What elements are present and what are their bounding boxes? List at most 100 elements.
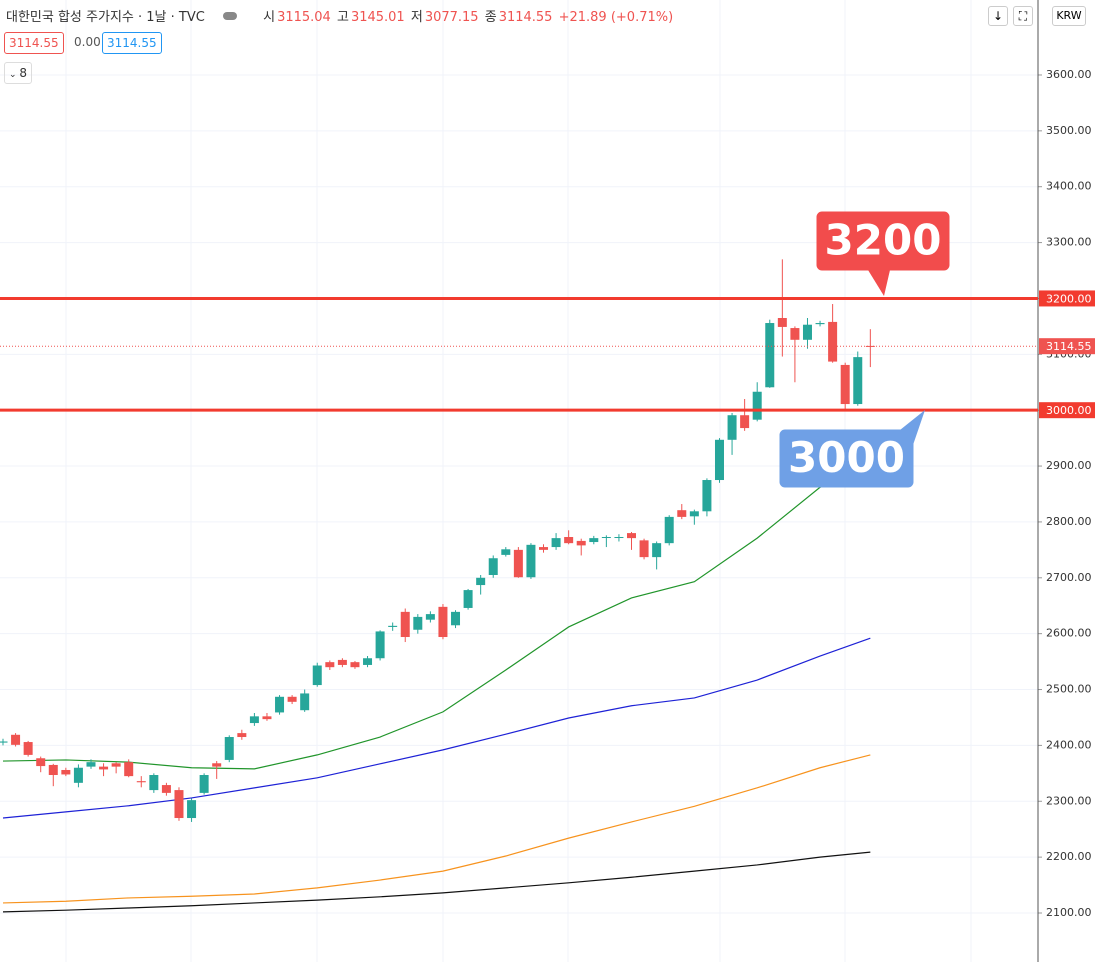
chip: 0.00 <box>74 35 101 49</box>
candle-body <box>652 543 662 558</box>
candle-body <box>11 734 21 745</box>
scroll-button[interactable]: ↓ <box>988 6 1008 26</box>
y-tick-label: 2100.00 <box>1046 906 1092 919</box>
candle-body <box>237 733 247 738</box>
candle-body <box>73 767 83 783</box>
candle-body <box>325 662 335 668</box>
price-box <box>1039 290 1095 307</box>
moving-average <box>2 637 871 819</box>
price-label: 3000.00 <box>1046 404 1092 417</box>
candle-body <box>802 324 812 340</box>
candle-body <box>61 769 71 775</box>
candle-body <box>199 775 209 793</box>
candle-body <box>212 763 222 767</box>
candle-body <box>664 516 674 544</box>
candle-body <box>111 763 121 767</box>
currency[interactable]: KRW <box>1052 6 1086 26</box>
y-tick-label: 2400.00 <box>1046 738 1092 751</box>
candle-body <box>765 323 775 388</box>
candle-body <box>639 540 649 558</box>
legend-header: 대한민국 합성 주가지수 · 1날 · TVC 시 3115.04 고 3145.0… <box>6 6 675 25</box>
moving-average <box>2 754 871 904</box>
toggle[interactable] <box>222 12 237 20</box>
candle-body <box>0 741 8 743</box>
candle-body <box>501 549 511 555</box>
callout-pointer <box>868 270 890 296</box>
ohlc-label: 고 <box>336 10 349 25</box>
candle-body <box>86 762 96 767</box>
candle-body <box>149 775 159 791</box>
candle-body <box>790 328 800 340</box>
callout-text: 3000 <box>788 433 905 482</box>
candle-body <box>601 537 611 539</box>
y-tick-label: 2900.00 <box>1046 459 1092 472</box>
candle-body <box>451 611 461 626</box>
candle-body <box>714 439 724 481</box>
indicators-toggle[interactable]: ⌄ 8 <box>4 62 33 84</box>
candle-body <box>136 781 146 783</box>
callout-box <box>779 429 914 488</box>
price-box <box>1039 402 1095 419</box>
y-tick-label: 2200.00 <box>1046 850 1092 863</box>
symbol-title: 대한민국 합성 주가지수 · 1날 · TVC <box>6 10 205 25</box>
candle-body <box>564 537 574 544</box>
candle-body <box>249 716 259 724</box>
candle-body <box>752 391 762 420</box>
candle-body <box>815 323 825 325</box>
candle-body <box>702 480 712 512</box>
candle-body <box>614 537 624 539</box>
candle-body <box>375 631 385 659</box>
last-price-box <box>1039 338 1095 355</box>
candle-body <box>363 658 373 665</box>
candle-body <box>262 716 272 720</box>
y-tick-label: 3600.00 <box>1046 68 1092 81</box>
chip: 3114.55 <box>4 32 64 54</box>
candle-body <box>727 415 737 440</box>
candle-body <box>350 662 360 668</box>
indicator-count: 8 <box>19 66 28 80</box>
y-tick-label: 2300.00 <box>1046 794 1092 807</box>
candle-body <box>48 764 58 776</box>
chip: 3114.55 <box>102 32 162 54</box>
candle-body <box>513 549 523 578</box>
candle-body <box>576 540 586 546</box>
callout-pointer <box>900 410 925 445</box>
candle-body <box>488 558 498 575</box>
moving-average <box>2 851 871 913</box>
candle-body <box>828 321 838 362</box>
candle-body <box>853 357 863 405</box>
candle-body <box>99 766 109 770</box>
y-tick-label: 2500.00 <box>1046 683 1092 696</box>
candle-body <box>589 538 599 543</box>
candle-body <box>689 511 699 517</box>
y-tick-label: 3500.00 <box>1046 124 1092 137</box>
candle-body <box>224 737 234 760</box>
candle-body <box>400 611 410 638</box>
price-label: 3200.00 <box>1046 292 1092 305</box>
candle-body <box>161 785 171 793</box>
candle-body <box>438 606 448 638</box>
candle-body <box>777 318 787 327</box>
candle-body <box>627 533 636 539</box>
candle-body <box>36 758 46 767</box>
y-tick-label: 2600.00 <box>1046 627 1092 640</box>
candle-body <box>300 693 310 711</box>
candle-body <box>463 590 473 608</box>
candle-body <box>23 742 33 755</box>
ohlc-label: 저 <box>410 10 423 25</box>
y-tick-label: 2800.00 <box>1046 515 1092 528</box>
candle-body <box>526 544 536 578</box>
y-tick-label: 3400.00 <box>1046 180 1092 193</box>
ohlc-label: 종 <box>484 10 497 25</box>
candle-body <box>425 614 435 620</box>
candle-body <box>413 616 423 630</box>
callout-text: 3200 <box>825 216 942 265</box>
candle-body <box>551 538 561 548</box>
ohlc-value: 3115.04 <box>277 10 331 25</box>
last-price-label: 3114.55 <box>1046 340 1092 353</box>
candle-body <box>174 790 184 819</box>
fullscreen-button[interactable]: ⛶ <box>1013 6 1033 26</box>
candle-body <box>312 665 322 686</box>
